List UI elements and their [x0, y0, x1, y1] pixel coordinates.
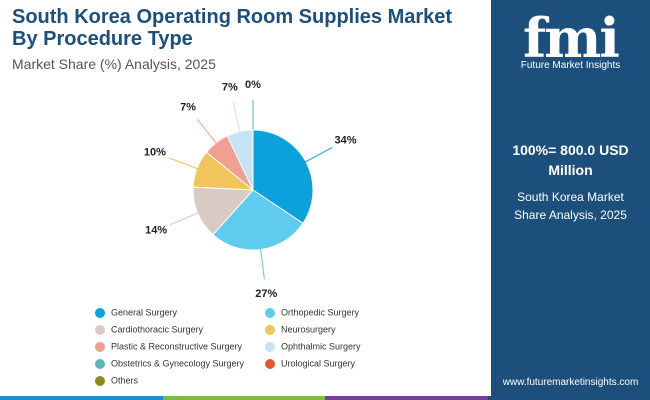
brand: Future Market Insights [520, 60, 621, 71]
legend-marker [95, 359, 105, 369]
legend-label: Neurosurgery [281, 324, 336, 334]
bottom-strip [0, 396, 650, 400]
value-label: 14% [145, 224, 167, 236]
leader-line [168, 157, 201, 171]
legend-label: Ophthalmic Surgery [281, 341, 361, 351]
leader-line [302, 147, 333, 164]
side-panel: fmi Future Market Insights 100%= 800.0 U… [491, 0, 650, 396]
value-label: 0% [245, 79, 261, 91]
value-label: 27% [255, 288, 277, 300]
legend-label: Cardiothoracic Surgery [111, 324, 204, 334]
chart-title: South Korea Operating Room Supplies Mark… [12, 6, 453, 50]
leader-line [196, 118, 219, 147]
legend-label: Obstetrics & Gynecology Surgery [111, 358, 245, 368]
legend-marker [95, 325, 105, 335]
legend-marker [265, 359, 275, 369]
legend-marker [95, 342, 105, 352]
value-label: 7% [180, 101, 196, 113]
legend-marker [265, 342, 275, 352]
value-label: 10% [144, 146, 166, 158]
value-label: 7% [222, 81, 238, 93]
total: 100%= 800.0 USD Million [512, 142, 629, 178]
legend-label: Urological Surgery [281, 358, 356, 368]
caption: South Korea Market Share Analysis, 2025 [514, 190, 627, 222]
leader-line [169, 211, 202, 226]
url: www.futuremarketinsights.com [502, 377, 639, 388]
leader-line [259, 245, 265, 280]
legend-label: Others [111, 375, 139, 385]
leader-line [232, 102, 242, 136]
legend-label: General Surgery [111, 307, 178, 317]
legend-label: Plastic & Reconstructive Surgery [111, 341, 243, 351]
legend-marker [265, 325, 275, 335]
legend-marker [95, 376, 105, 386]
chart-subtitle: Market Share (%) Analysis, 2025 [12, 56, 216, 72]
chart: 34% 27% 14% 10% 7% 7% 0% General Surgery Orthope… [95, 79, 361, 386]
legend-marker [265, 308, 275, 318]
value-label: 34% [335, 134, 357, 146]
logo: fmi [523, 6, 620, 70]
legend-label: Orthopedic Surgery [281, 307, 360, 317]
legend-marker [95, 308, 105, 318]
